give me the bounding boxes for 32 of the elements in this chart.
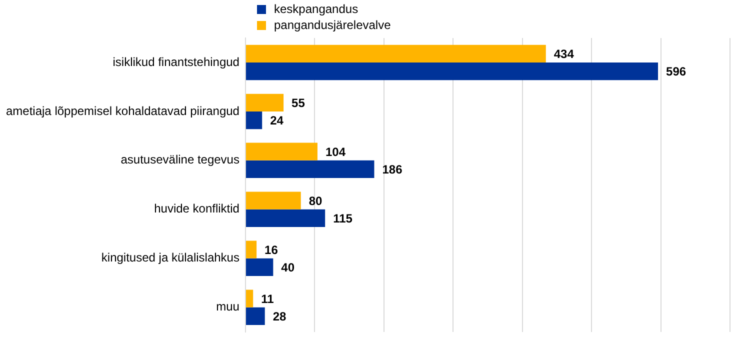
data-label: 24	[270, 114, 284, 128]
data-label: 80	[308, 194, 323, 208]
bar	[246, 307, 265, 325]
legend-label: pangandusjärelevalve	[274, 18, 391, 32]
data-label: 16	[264, 242, 278, 257]
y-tick-label: muu	[216, 300, 240, 314]
data-label: 40	[281, 260, 295, 274]
data-label: 186	[382, 162, 403, 177]
y-tick-label: isiklikud finantstehingud	[112, 54, 240, 69]
bar	[246, 258, 274, 276]
bar	[246, 240, 257, 258]
y-tick-label: ametiaja lõppemisel kohaldatavad piirangud	[6, 104, 240, 118]
y-tick-label: asutuseväline tegevus	[120, 152, 240, 167]
y-tick-label: kingitused ja külalislahkus	[101, 250, 240, 265]
bar	[246, 160, 374, 178]
data-label: 596	[666, 64, 686, 79]
data-label: 11	[261, 292, 274, 306]
legend-label: keskpangandus	[274, 2, 358, 16]
bar	[246, 142, 318, 160]
bar	[246, 94, 284, 112]
data-label: 104	[325, 144, 346, 159]
bar	[246, 209, 326, 228]
bar	[246, 290, 254, 308]
data-label: 434	[554, 46, 574, 61]
bar	[246, 44, 546, 62]
bar	[246, 62, 658, 80]
data-label: 55	[292, 96, 306, 110]
bar	[246, 192, 301, 210]
bar	[246, 111, 262, 130]
data-label: 115	[333, 212, 353, 226]
y-tick-label: huvide konfliktid	[154, 202, 240, 216]
data-label: 28	[272, 309, 287, 324]
